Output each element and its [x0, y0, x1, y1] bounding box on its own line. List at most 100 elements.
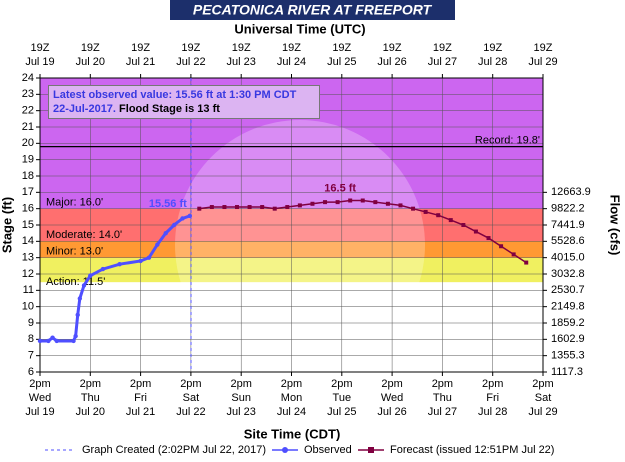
x-tick-label: 2pm [532, 378, 553, 390]
forecast-point [436, 213, 441, 218]
observed-point [77, 296, 83, 301]
y2-tick-label: 1602.9 [551, 333, 585, 345]
x2-tick-label: 19Z [81, 42, 100, 54]
y-tick-label: 13 [22, 252, 34, 264]
y-tick-label: 8 [28, 333, 34, 345]
x-tick-weekday: Thu [81, 392, 100, 404]
x-tick-label: 2pm [482, 378, 503, 390]
band-label: Action: 11.5' [46, 276, 105, 288]
observed-point [75, 312, 80, 318]
x-tick-weekday: Wed [29, 392, 51, 404]
forecast-point [348, 198, 353, 203]
legend-label: Graph Created (2:02PM Jul 22, 2017) [82, 444, 266, 456]
record-label: Record: 19.8' [475, 135, 540, 147]
x-tick-weekday: Fri [486, 392, 499, 404]
observed-point [146, 255, 152, 260]
y2-tick-label: 2149.8 [551, 301, 585, 313]
x-tick-weekday: Sat [183, 392, 200, 404]
x2-tick-label: 19Z [483, 42, 502, 54]
forecast-point [499, 244, 504, 249]
x-tick-date: Jul 20 [76, 406, 105, 418]
observed-point [73, 333, 78, 339]
y-tick-label: 18 [22, 170, 34, 182]
observed-point [54, 338, 59, 344]
forecast-point [310, 201, 315, 206]
observed-point [100, 266, 106, 272]
x-tick-label: 2pm [130, 378, 151, 390]
y-tick-label: 20 [22, 137, 34, 149]
point-annotation: 15.56 ft [149, 198, 187, 210]
y-tick-label: 22 [22, 105, 34, 117]
y2-tick-label: 5528.6 [551, 235, 585, 247]
forecast-point [285, 205, 290, 210]
y2-tick-label: 3032.8 [551, 268, 585, 280]
y2-tick-label: 1859.2 [551, 317, 585, 329]
x-tick-label: 2pm [29, 378, 50, 390]
chart-title: PECATONICA RIVER AT FREEPORT [193, 2, 433, 18]
x-tick-label: 2pm [331, 378, 352, 390]
x-tick-date: Jul 25 [327, 406, 356, 418]
y-tick-label: 11 [23, 284, 34, 296]
watermark [175, 120, 425, 370]
x-axis-title: Site Time (CDT) [244, 426, 341, 441]
legend-label: Observed [304, 444, 352, 456]
x-tick-label: 2pm [281, 378, 302, 390]
y-tick-label: 7 [28, 350, 34, 362]
y-tick-label: 17 [22, 186, 34, 198]
y-tick-label: 19 [22, 154, 34, 166]
y2-tick-label: 2530.7 [551, 284, 585, 296]
observed-point [37, 338, 43, 344]
forecast-point [247, 205, 252, 210]
forecast-point [297, 203, 302, 208]
y-tick-label: 6 [28, 366, 34, 378]
y-tick-label: 15 [22, 219, 34, 231]
y-tick-label: 24 [22, 72, 34, 84]
x-tick-date: Jul 29 [528, 406, 557, 418]
x-tick-weekday: Sat [535, 392, 552, 404]
observed-point [163, 230, 168, 236]
forecast-point [235, 205, 240, 210]
x-tick-label: 2pm [381, 378, 402, 390]
band-label: Minor: 13.0' [46, 246, 103, 258]
x-tick-date: Jul 22 [176, 406, 205, 418]
forecast-point [222, 205, 227, 210]
forecast-point [272, 206, 277, 211]
band-label: Moderate: 14.0' [46, 229, 122, 241]
forecast-point [448, 218, 453, 223]
x2-tick-label: 19Z [534, 42, 553, 54]
forecast-point [473, 229, 478, 234]
point-annotation: 16.5 ft [324, 182, 356, 194]
band-label: Major: 16.0' [46, 197, 103, 209]
y-tick-label: 10 [22, 301, 34, 313]
flood-note: Flood Stage is 13 ft [119, 103, 220, 115]
x2-tick-label: 19Z [31, 42, 50, 54]
plot-frame [39, 77, 544, 373]
x2-tick-date: Jul 26 [377, 56, 406, 68]
y-tick-label: 23 [22, 88, 34, 100]
forecast-point [360, 198, 365, 203]
legend-label: Forecast (issued 12:51PM Jul 22) [390, 444, 554, 456]
y2-tick-label: 7441.9 [551, 219, 585, 231]
observed-point [155, 242, 160, 247]
forecast-point [486, 236, 491, 241]
x2-tick-date: Jul 19 [25, 56, 54, 68]
x2-tick-date: Jul 27 [428, 56, 457, 68]
observed-point [46, 338, 51, 344]
y2-tick-label: 9822.2 [551, 203, 585, 215]
observed-point [171, 222, 177, 228]
x-tick-label: 2pm [432, 378, 453, 390]
y-tick-label: 21 [22, 121, 34, 133]
observed-point [88, 273, 93, 278]
x2-tick-label: 19Z [232, 42, 251, 54]
x-tick-date: Jul 26 [377, 406, 406, 418]
x-tick-weekday: Fri [134, 392, 147, 404]
x2-tick-date: Jul 29 [528, 56, 557, 68]
forecast-point [423, 209, 428, 214]
observed-point [50, 335, 55, 340]
y-tick-label: 16 [22, 203, 34, 215]
x2-tick-label: 19Z [433, 42, 452, 54]
x-tick-date: Jul 27 [428, 406, 457, 418]
x2-tick-date: Jul 20 [76, 56, 105, 68]
